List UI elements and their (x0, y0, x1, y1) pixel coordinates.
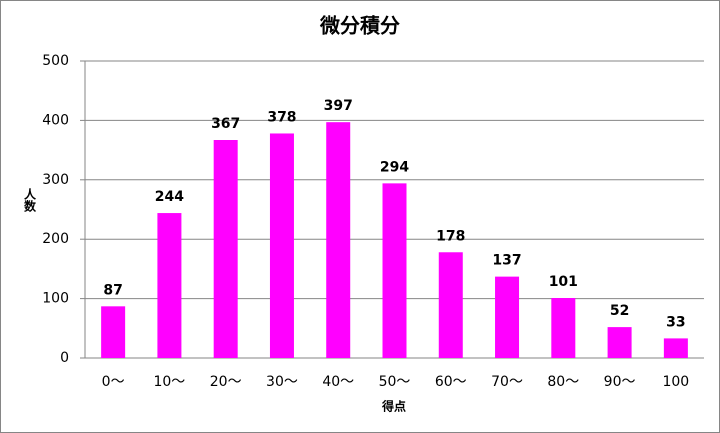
data-label: 378 (267, 109, 296, 125)
data-label: 367 (211, 116, 240, 132)
x-tick-label: 30～ (266, 374, 298, 390)
x-tick-label: 50～ (379, 374, 411, 390)
y-tick-label: 200 (42, 231, 69, 247)
x-tick-label: 60～ (435, 374, 467, 390)
bar (551, 298, 576, 358)
bar (495, 276, 520, 358)
x-tick-label: 10～ (153, 374, 185, 390)
bar (663, 338, 688, 358)
x-tick-label: 40～ (322, 374, 354, 390)
bar (157, 213, 182, 358)
x-tick-label: 100 (662, 374, 689, 390)
x-tick-label: 80～ (547, 374, 579, 390)
y-axis-title: 人数 (23, 187, 37, 213)
bar (269, 133, 294, 358)
bar (382, 183, 407, 358)
bar (213, 140, 238, 358)
x-tick-label: 20～ (210, 374, 242, 390)
x-axis-title: 得点 (381, 399, 406, 414)
data-label: 178 (436, 228, 465, 244)
chart-title: 微分積分 (319, 14, 400, 38)
x-tick-label: 90～ (604, 374, 636, 390)
data-label: 52 (610, 303, 629, 319)
bar (438, 252, 463, 358)
bar (101, 306, 126, 358)
y-tick-label: 0 (60, 350, 69, 366)
y-tick-label: 400 (42, 112, 69, 128)
bar (326, 122, 351, 358)
data-label: 294 (380, 159, 409, 175)
y-tick-label: 100 (42, 291, 69, 307)
data-label: 397 (324, 98, 353, 114)
x-tick-label: 0～ (102, 374, 125, 390)
y-tick-label: 500 (42, 53, 69, 69)
data-label: 244 (155, 189, 184, 205)
data-label: 137 (492, 253, 521, 269)
y-tick-label: 300 (42, 172, 69, 188)
data-label: 87 (103, 282, 122, 298)
bar (607, 327, 632, 358)
x-tick-label: 70～ (491, 374, 523, 390)
data-label: 33 (666, 314, 685, 330)
data-label: 101 (549, 274, 578, 290)
